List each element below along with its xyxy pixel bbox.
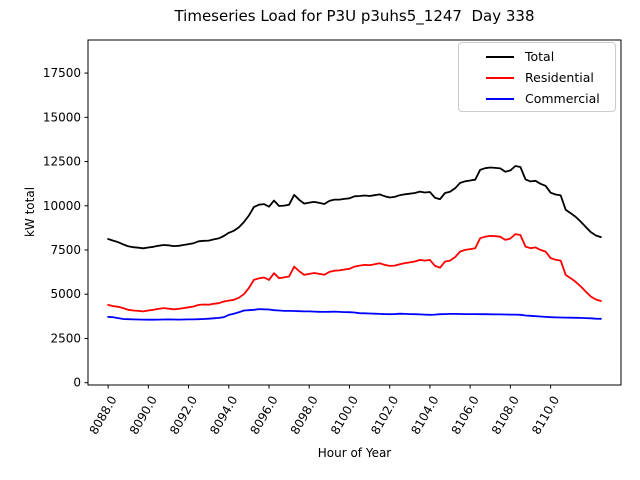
x-tick-label: 8090.0 — [127, 394, 160, 437]
y-tick-label: 10000 — [43, 199, 81, 213]
y-axis-label: kW total — [23, 186, 37, 238]
legend-label-commercial: Commercial — [525, 91, 600, 106]
residential-line-swatch — [486, 76, 514, 79]
x-tick-label: 8100.0 — [328, 394, 361, 437]
chart-title: Timeseries Load for P3U p3uhs5_1247 Day … — [174, 7, 535, 25]
x-tick-label: 8096.0 — [247, 394, 280, 437]
series-line-commercial — [107, 308, 602, 321]
x-tick-label: 8088.0 — [87, 394, 120, 437]
y-tick-label: 5000 — [50, 287, 81, 301]
x-tick-label: 8104.0 — [408, 394, 441, 437]
x-tick-label: 8102.0 — [368, 394, 401, 437]
legend: Total Residential Commercial — [458, 42, 616, 112]
legend-item-residential: Residential — [459, 67, 615, 88]
commercial-line-swatch — [486, 97, 514, 100]
total-line-swatch — [486, 55, 514, 58]
y-tick-label: 0 — [73, 376, 81, 390]
y-tick-label: 12500 — [43, 155, 81, 169]
legend-item-commercial: Commercial — [459, 88, 615, 109]
y-tick-label: 2500 — [50, 331, 81, 345]
x-axis-label: Hour of Year — [317, 446, 392, 460]
x-tick-label: 8092.0 — [167, 394, 200, 437]
x-tick-label: 8094.0 — [207, 394, 240, 437]
plot-border — [87, 39, 622, 386]
x-tick-label: 8106.0 — [449, 394, 482, 437]
x-tick-label: 8110.0 — [529, 394, 562, 437]
legend-item-total: Total — [459, 46, 615, 67]
x-tick-label: 8098.0 — [288, 394, 321, 437]
y-tick-label: 7500 — [50, 243, 81, 257]
x-tick-label: 8108.0 — [489, 394, 522, 437]
legend-label-residential: Residential — [525, 70, 594, 85]
y-tick-label: 17500 — [43, 66, 81, 80]
series-line-total — [107, 165, 602, 250]
y-tick-label: 15000 — [43, 110, 81, 124]
series-line-residential — [107, 233, 602, 313]
legend-label-total: Total — [525, 49, 555, 64]
